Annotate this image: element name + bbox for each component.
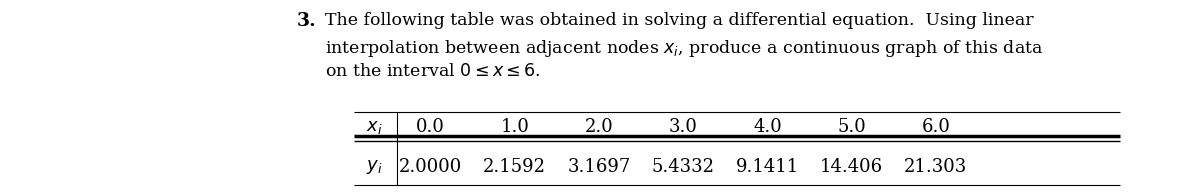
Text: 3.0: 3.0 [668, 118, 697, 136]
Text: 2.0: 2.0 [584, 118, 613, 136]
Text: 2.1592: 2.1592 [484, 158, 546, 176]
Text: 0.0: 0.0 [416, 118, 445, 136]
Text: 6.0: 6.0 [922, 118, 950, 136]
Text: on the interval $0 \leq x \leq 6$.: on the interval $0 \leq x \leq 6$. [325, 63, 541, 80]
Text: $x_i$: $x_i$ [366, 118, 383, 136]
Text: 2.0000: 2.0000 [398, 158, 462, 176]
Text: 5.4332: 5.4332 [652, 158, 715, 176]
Text: 21.303: 21.303 [904, 158, 967, 176]
Text: 4.0: 4.0 [754, 118, 781, 136]
Text: $y_i$: $y_i$ [366, 158, 383, 176]
Text: The following table was obtained in solving a differential equation.  Using line: The following table was obtained in solv… [325, 12, 1034, 29]
Text: 9.1411: 9.1411 [736, 158, 799, 176]
Text: interpolation between adjacent nodes $x_i$, produce a continuous graph of this d: interpolation between adjacent nodes $x_… [325, 38, 1044, 59]
Text: 3.: 3. [296, 12, 317, 30]
Text: 5.0: 5.0 [838, 118, 866, 136]
Text: 14.406: 14.406 [820, 158, 883, 176]
Text: 3.1697: 3.1697 [568, 158, 631, 176]
Text: 1.0: 1.0 [500, 118, 529, 136]
